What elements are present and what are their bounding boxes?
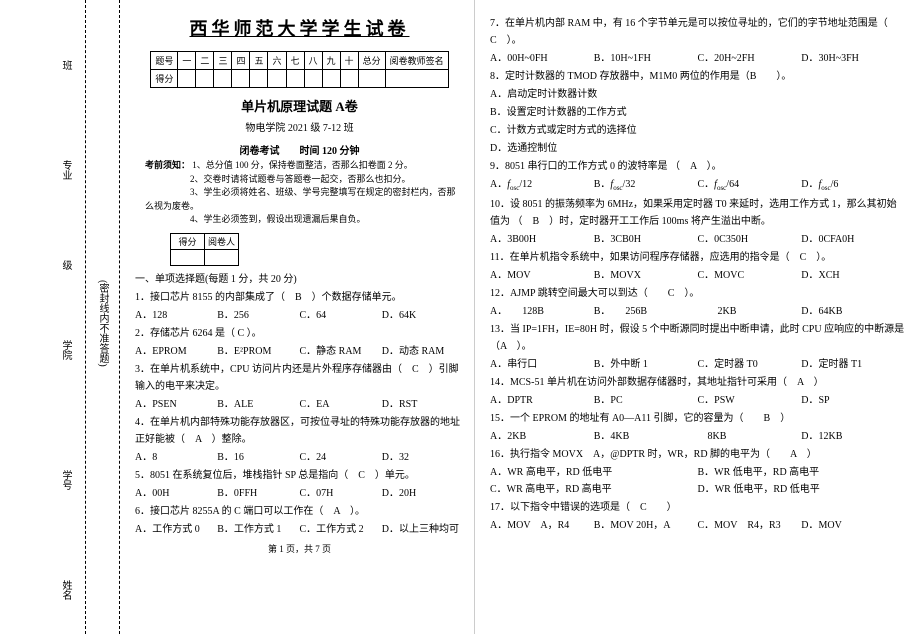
binding-label: 学院 bbox=[58, 340, 73, 360]
mini-score-table: 得分阅卷人 bbox=[170, 233, 239, 266]
q17-text: 17．以下指令中错误的选项是（ C ） bbox=[490, 499, 905, 516]
q2-text: 2．存储芯片 6264 是（ C ）。 bbox=[135, 325, 464, 342]
q15-text: 15．一个 EPROM 的地址有 A0—A11 引脚，它的容量为（ B ） bbox=[490, 410, 905, 427]
q3-text: 3．在单片机系统中，CPU 访问片内还是片外程序存储器由（ C ）引脚输入的电平… bbox=[135, 361, 464, 395]
right-column: 7．在单片机内部 RAM 中，有 16 个字节单元是可以按位寻址的，它们的字节地… bbox=[475, 0, 920, 634]
binding-margin: 班 专业 级 学院 学号 姓名 (密封线内不准答题) bbox=[0, 0, 120, 634]
binding-label: 专业 bbox=[58, 160, 73, 180]
binding-label: 学号 bbox=[58, 470, 73, 490]
q10-text: 10．设 8051 的振荡频率为 6MHz，如果采用定时器 T0 来延时，选用工… bbox=[490, 196, 905, 230]
q9-text: 9．8051 串行口的工作方式 0 的波特率是 （ A ）。 bbox=[490, 158, 905, 175]
q16-text: 16．执行指令 MOVX A，@DPTR 时，WR，RD 脚的电平为（ A ） bbox=[490, 446, 905, 463]
q4-text: 4．在单片机内部特殊功能存放器区，可按位寻址的特殊功能存放器的地址正好能被（ A… bbox=[135, 414, 464, 448]
page-title: 西华师范大学学生试卷 bbox=[135, 15, 464, 41]
q5-text: 5．8051 在系统复位后，堆栈指针 SP 总是指向（ C ）单元。 bbox=[135, 467, 464, 484]
notice-block: 考前须知： 1、总分值 100 分，保持卷面整洁，否那么扣卷面 2 分。 2、交… bbox=[135, 159, 464, 227]
exam-subtitle: 单片机原理试题 A卷 bbox=[135, 96, 464, 115]
q13-text: 13．当 IP=1FH，IE=80H 时，假设 5 个中断源同时提出中断申请，此… bbox=[490, 321, 905, 355]
q11-text: 11．在单片机指令系统中，如果访问程序存储器，应选用的指令是（ C ）。 bbox=[490, 249, 905, 266]
binding-label: 级 bbox=[58, 260, 73, 270]
q1-text: 1．接口芯片 8155 的内部集成了（ B ）个数据存储单元。 bbox=[135, 289, 464, 306]
q12-text: 12．AJMP 跳转空间最大可以到达（ C ）。 bbox=[490, 285, 905, 302]
binding-label: 班 bbox=[58, 60, 73, 70]
exam-type: 闭卷考试 时间 120 分钟 bbox=[135, 142, 464, 157]
q8-text: 8．定时计数器的 TMOD 存放器中，M1M0 两位的作用是（B ）。 bbox=[490, 68, 905, 85]
left-column: 西华师范大学学生试卷 题号 一 二 三 四 五 六 七 八 九 十 总分 阅卷教… bbox=[120, 0, 475, 634]
section1-title: 一、单项选择题(每题 1 分，共 20 分) bbox=[135, 270, 464, 285]
page-number: 第 1 页，共 7 页 bbox=[135, 542, 464, 555]
class-info: 物电学院 2021 级 7-12 班 bbox=[135, 119, 464, 134]
q14-text: 14．MCS-51 单片机在访问外部数据存储器时，其地址指针可采用（ A ） bbox=[490, 374, 905, 391]
score-table: 题号 一 二 三 四 五 六 七 八 九 十 总分 阅卷教师签名 得分 bbox=[150, 51, 448, 88]
q6-text: 6．接口芯片 8255A 的 C 端口可以工作在（ A ）。 bbox=[135, 503, 464, 520]
binding-label: 姓名 bbox=[58, 580, 73, 600]
seal-text: (密封线内不准答题) bbox=[95, 280, 110, 367]
q7-text: 7．在单片机内部 RAM 中，有 16 个字节单元是可以按位寻址的，它们的字节地… bbox=[490, 15, 905, 49]
